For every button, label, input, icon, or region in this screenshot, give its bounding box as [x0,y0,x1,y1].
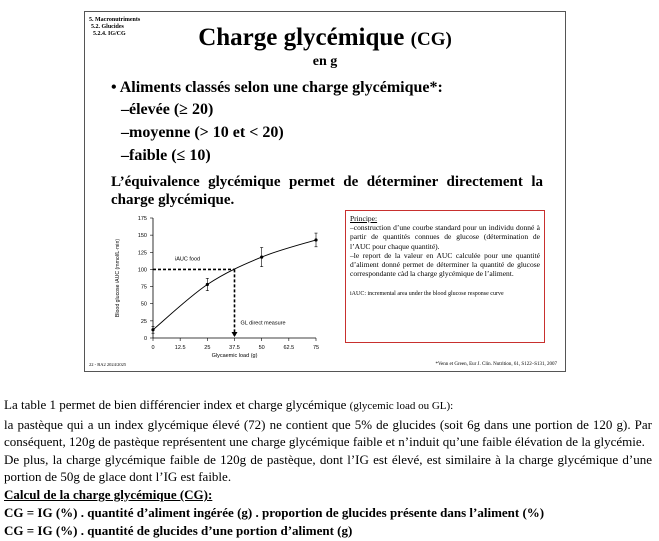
x-tick-label: 75 [313,345,319,351]
x-axis-label: Glycaemic load (g) [212,353,258,359]
auc-food-label: iAUC food [175,256,200,262]
gl-arrow-icon [231,332,238,337]
y-tick-label: 75 [141,285,147,291]
y-tick-label: 0 [144,336,147,342]
breadcrumb-level-1: 5. Macronutriments [89,17,141,23]
paragraph-1-small: (glycemic load ou GL): [349,400,454,412]
paragraph-1: La table 1 permet de bien différencier i… [4,396,652,415]
slide-footer-right: *Venn et Green, Eur J. Clin. Nutrition, … [435,362,557,367]
calc-heading: Calcul de la charge glycémique (CG): [4,487,213,502]
gl-label: GL direct measure [241,320,286,326]
x-tick-label: 37.5 [229,345,240,351]
formula-2: CG = IG (%) . quantité de glucides d’une… [4,523,353,538]
slide-title-unit: en g [312,54,338,69]
y-tick-label: 50 [141,302,147,308]
formula-1: CG = IG (%) . quantité d’aliment ingérée… [4,505,545,520]
principle-item-2: –le report de la valeur en AUC calculée … [350,250,540,279]
bullet-text: Aliments classés selon une charge glycém… [119,79,443,96]
chart-marks [151,232,318,334]
slide-title-text: Charge glycémique [198,24,405,51]
x-tick-label: 62.5 [283,345,294,351]
data-point [314,238,318,242]
category-medium: –moyenne (> 10 et < 20) [121,124,284,141]
data-point [151,328,155,332]
principle-heading: Principe: [350,214,378,223]
x-tick-label: 50 [259,345,265,351]
body-text: La table 1 permet de bien différencier i… [4,396,652,540]
slide-footer-left: 22 - BA2 2024/2025 [89,362,127,367]
glucose-curve [152,239,317,331]
y-tick-label: 100 [138,267,147,273]
y-tick-label: 150 [138,233,147,239]
category-low: –faible (≤ 10) [121,147,211,164]
principle-note: iAUC: incremental area under the blood g… [350,291,504,298]
slide-title: Charge glycémique (CG) [85,24,565,52]
glycaemic-load-chart: 0 25 50 75 100 125 150 175 0 12.5 25 37.5 50 62.5 75 Gl… [115,216,319,359]
slide: 5. Macronutriments 5.2. Glucides 5.2.4. … [84,11,566,372]
equivalence-text-2: charge glycémique. [111,192,235,208]
y-tick-label: 125 [138,250,147,256]
y-tick-label: 175 [138,216,147,222]
x-tick-label: 12.5 [175,345,186,351]
x-tick-label: 25 [204,345,210,351]
principle-item-1: –construction d’une courbe standard pour… [350,223,540,251]
y-axis-label: Blood glucose iAUC (mmol/L·min) [115,239,121,317]
slide-bullet: • Aliments classés selon une charge glyc… [111,79,443,97]
chart-axes: 0 25 50 75 100 125 150 175 0 12.5 25 37.5 50 62.5 75 Gl… [115,216,319,359]
equivalence-text: L’équivalence glycémique permet de déter… [111,174,543,190]
data-point [205,282,209,287]
bullet-dot-icon: • [111,79,117,96]
breadcrumb-level-2: 5.2. Glucides [91,24,124,30]
y-tick-label: 25 [141,319,147,325]
x-tick-label: 0 [151,345,154,351]
slide-title-abbr: (CG) [410,29,452,50]
data-point [260,255,264,259]
paragraph-1-text: La table 1 permet de bien différencier i… [4,397,347,412]
breadcrumb-level-3: 5.2.4. IG/CG [93,31,126,37]
category-high: –élevée (≥ 20) [121,101,214,118]
paragraph-2: la pastèque qui a un index glycémique él… [4,417,652,449]
chart-annotations: iAUC food GL direct measure [153,256,286,337]
breadcrumb: 5. Macronutriments 5.2. Glucides 5.2.4. … [89,17,140,38]
paragraph-3: De plus, la charge glycémique faible de … [4,452,652,484]
principle-box: Principe: –construction d’une courbe sta… [345,210,545,343]
